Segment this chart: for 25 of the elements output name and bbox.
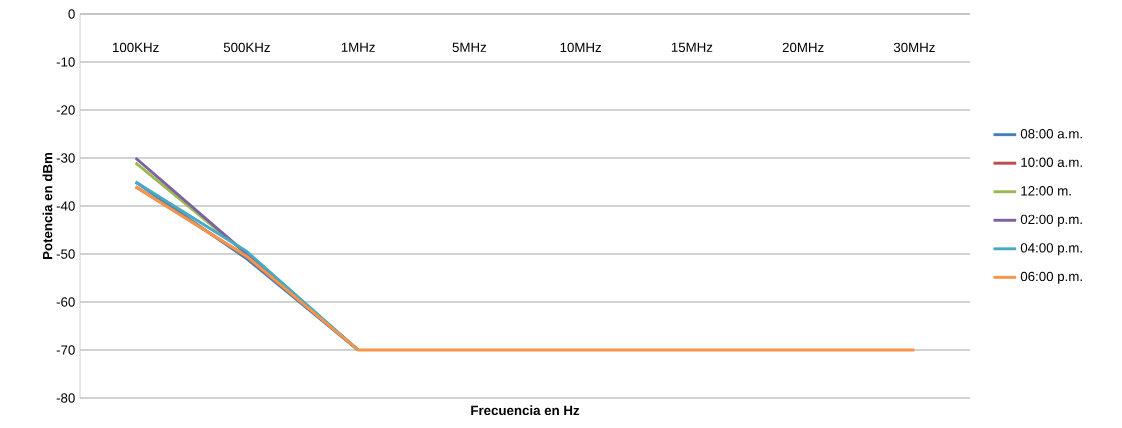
x-tick-label: 100KHz [113, 42, 159, 53]
y-tick-label: -50 [56, 249, 75, 259]
y-tick-label: -20 [56, 105, 75, 115]
legend-label: 06:00 p.m. [1020, 271, 1082, 284]
x-tick-label: 15MHz [671, 42, 713, 52]
y-tick-label: 0 [68, 9, 75, 19]
y-tick-label: -60 [56, 297, 75, 307]
legend-label: 02:00 p.m. [1020, 214, 1082, 227]
x-tick-label: 1MHz [341, 42, 375, 52]
legend-label: 10:00 a.m. [1021, 157, 1082, 167]
x-tick-label: 5MHz [452, 42, 487, 52]
y-tick-label: -70 [56, 345, 75, 355]
legend-label: 08:00 a.m. [1020, 129, 1082, 139]
x-tick-label: 10MHz [560, 42, 601, 53]
y-tick-label: -40 [56, 201, 75, 211]
x-tick-label: 20MHz [782, 42, 824, 53]
y-axis-title: Potencia en dBm [42, 152, 53, 259]
legend-label: 04:00 p.m. [1020, 243, 1082, 256]
legend-label: 12:00 m. [1021, 186, 1071, 196]
x-tick-label: 500KHz [223, 42, 270, 53]
y-tick-label: -80 [56, 393, 75, 403]
y-tick-label: -10 [56, 57, 75, 67]
x-axis-title: Frecuencia en Hz [471, 405, 580, 416]
y-tick-label: -30 [56, 153, 75, 163]
x-tick-label: 30MHz [893, 42, 935, 53]
